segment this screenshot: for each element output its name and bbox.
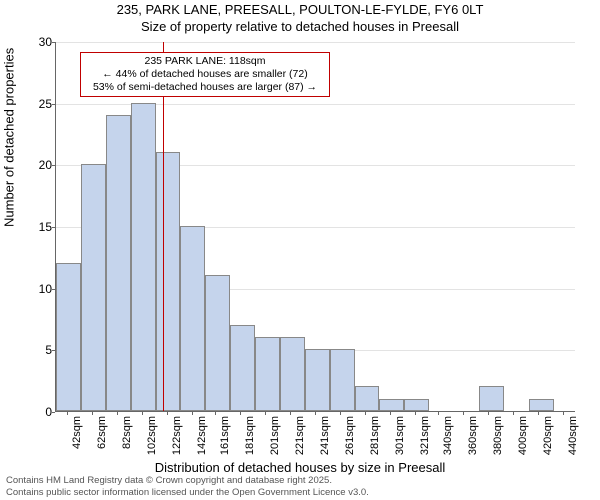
x-tick-label: 380sqm [492,416,504,455]
x-tick-mark [415,412,416,415]
x-tick-mark [538,412,539,415]
x-tick-label: 321sqm [419,416,431,455]
y-tick-mark [52,412,55,413]
x-tick-label: 420sqm [542,416,554,455]
title-line-2: Size of property relative to detached ho… [0,19,600,36]
y-tick-label: 15 [24,220,52,234]
histogram-bar [255,337,280,411]
histogram-bar [205,275,230,411]
histogram-bar [230,325,255,411]
x-tick-label: 340sqm [442,416,454,455]
x-tick-mark [315,412,316,415]
x-tick-label: 62sqm [96,416,108,449]
reference-annotation: 235 PARK LANE: 118sqm ← 44% of detached … [80,52,330,97]
x-tick-label: 261sqm [344,416,356,455]
histogram-bar [330,349,355,411]
y-tick-label: 0 [24,405,52,419]
x-tick-label: 201sqm [269,416,281,455]
x-tick-label: 440sqm [567,416,579,455]
x-tick-mark [563,412,564,415]
title-line-1: 235, PARK LANE, PREESALL, POULTON-LE-FYL… [0,2,600,19]
x-tick-mark [265,412,266,415]
x-tick-mark [365,412,366,415]
x-tick-label: 102sqm [146,416,158,455]
histogram-bar [305,349,330,411]
x-tick-label: 241sqm [319,416,331,455]
x-tick-mark [463,412,464,415]
histogram-bar [479,386,504,411]
histogram-bar [81,164,106,411]
histogram-bar [106,115,131,411]
gridline [56,42,575,43]
histogram-bar [56,263,81,411]
annotation-line-1: 235 PARK LANE: 118sqm [85,55,325,68]
x-tick-mark [117,412,118,415]
histogram-bar [404,399,429,411]
x-tick-label: 42sqm [71,416,83,449]
x-tick-label: 360sqm [467,416,479,455]
x-tick-label: 400sqm [517,416,529,455]
x-tick-mark [142,412,143,415]
histogram-plot [55,42,575,412]
x-tick-label: 161sqm [219,416,231,455]
x-tick-label: 301sqm [394,416,406,455]
x-tick-mark [290,412,291,415]
x-tick-mark [192,412,193,415]
annotation-line-2: ← 44% of detached houses are smaller (72… [85,68,325,81]
x-tick-mark [215,412,216,415]
x-tick-mark [513,412,514,415]
x-tick-label: 122sqm [171,416,183,455]
x-tick-label: 221sqm [294,416,306,455]
x-tick-mark [67,412,68,415]
annotation-line-3: 53% of semi-detached houses are larger (… [85,81,325,94]
y-tick-label: 10 [24,282,52,296]
footer-line-1: Contains HM Land Registry data © Crown c… [6,475,369,486]
attribution-footer: Contains HM Land Registry data © Crown c… [6,475,369,498]
x-axis-label: Distribution of detached houses by size … [0,460,600,475]
y-tick-label: 5 [24,343,52,357]
histogram-bar [529,399,554,411]
x-tick-label: 281sqm [369,416,381,455]
histogram-bar [180,226,205,411]
x-tick-label: 142sqm [196,416,208,455]
x-tick-label: 181sqm [244,416,256,455]
y-tick-label: 20 [24,158,52,172]
chart-title: 235, PARK LANE, PREESALL, POULTON-LE-FYL… [0,2,600,36]
histogram-bar [156,152,181,411]
x-tick-mark [340,412,341,415]
y-tick-label: 30 [24,35,52,49]
y-tick-label: 25 [24,97,52,111]
x-tick-mark [438,412,439,415]
histogram-bar [280,337,305,411]
x-tick-mark [390,412,391,415]
x-tick-label: 82sqm [121,416,133,449]
x-tick-mark [92,412,93,415]
y-axis-label: Number of detached properties [2,48,17,227]
x-tick-mark [167,412,168,415]
histogram-bar [379,399,404,411]
x-tick-mark [240,412,241,415]
footer-line-2: Contains public sector information licen… [6,487,369,498]
x-tick-mark [488,412,489,415]
histogram-bar [355,386,380,411]
histogram-bar [131,103,156,411]
